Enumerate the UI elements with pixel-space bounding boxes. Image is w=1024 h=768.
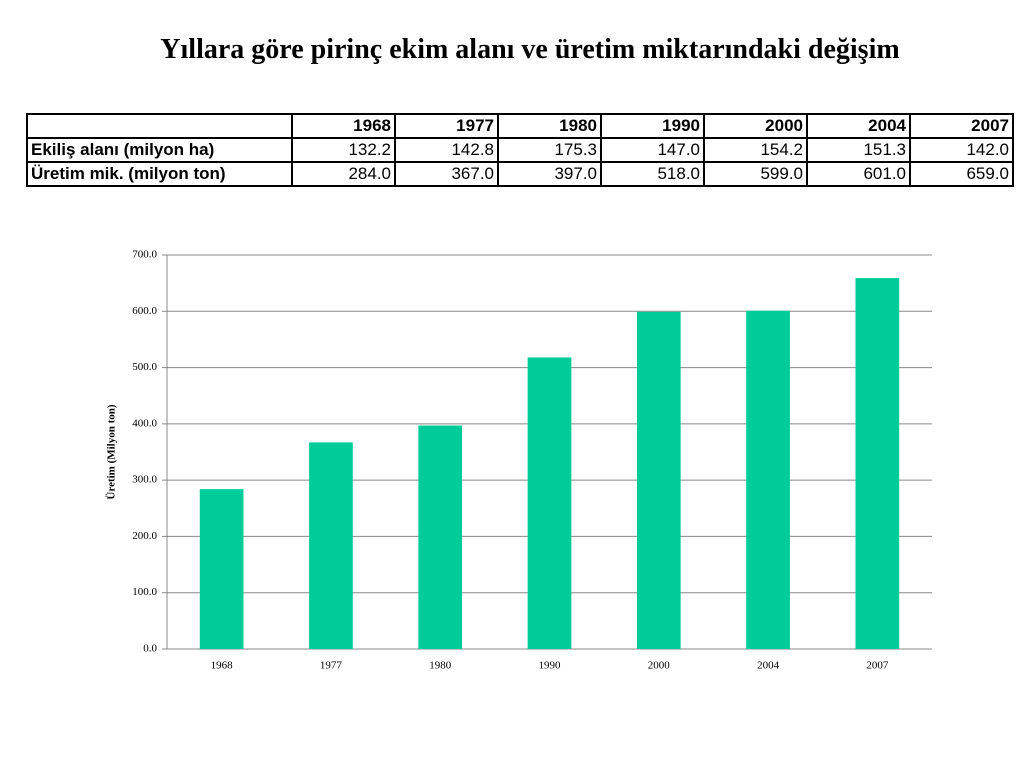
table-cell: 1980 <box>497 113 602 139</box>
table-cell: 2007 <box>909 113 1014 139</box>
bar <box>746 310 790 649</box>
table-row: Üretim mik. (milyon ton) 284.0 367.0 397.0 5… <box>26 161 1014 187</box>
table-cell: 601.0 <box>806 161 911 187</box>
x-tick-label: 2004 <box>757 660 780 672</box>
y-tick-label: 400.0 <box>132 417 157 429</box>
y-tick-label: 700.0 <box>132 249 157 261</box>
bar <box>855 278 900 649</box>
bar <box>199 489 244 649</box>
table-cell: 132.2 <box>291 137 396 163</box>
y-tick-label: 300.0 <box>132 474 157 486</box>
table-cell: 659.0 <box>909 161 1014 187</box>
table-cell: 1990 <box>600 113 705 139</box>
table-row: Ekiliş alanı (milyon ha) 132.2 142.8 175.3 1… <box>26 137 1014 163</box>
y-tick-label: 100.0 <box>132 586 157 598</box>
table-cell: 397.0 <box>497 161 602 187</box>
bar <box>527 357 572 649</box>
x-tick-label: 1990 <box>539 660 562 672</box>
y-tick-label: 200.0 <box>132 530 157 542</box>
y-tick-label: 500.0 <box>132 361 157 373</box>
table-cell: 147.0 <box>600 137 705 163</box>
table-cell: Ekiliş alanı (milyon ha) <box>26 137 293 163</box>
table-cell: 1977 <box>394 113 499 139</box>
table-row: 1968 1977 1980 1990 2000 2004 2007 <box>26 113 1014 139</box>
x-tick-label: 2000 <box>648 660 671 672</box>
table-cell: 142.8 <box>394 137 499 163</box>
table-cell: 142.0 <box>909 137 1014 163</box>
table-cell: 1968 <box>291 113 396 139</box>
slide-title: Yıllara göre pirinç ekim alanı ve üretim… <box>160 34 900 65</box>
bar <box>309 442 353 649</box>
table-cell: 2004 <box>806 113 911 139</box>
y-axis-label: Üretim (Milyon ton) <box>105 404 118 499</box>
table-cell: 2000 <box>703 113 808 139</box>
table-cell: 599.0 <box>703 161 808 187</box>
x-tick-label: 2007 <box>866 660 889 672</box>
x-tick-label: 1977 <box>320 660 343 672</box>
table-cell: 284.0 <box>291 161 396 187</box>
bar <box>418 425 463 649</box>
bar <box>636 311 681 649</box>
table-cell: 367.0 <box>394 161 499 187</box>
y-tick-label: 600.0 <box>132 305 157 317</box>
table-cell: 175.3 <box>497 137 602 163</box>
table-cell: 151.3 <box>806 137 911 163</box>
empty-cell <box>26 113 293 139</box>
table-cell: Üretim mik. (milyon ton) <box>26 161 293 187</box>
data-table: 1968 1977 1980 1990 2000 2004 2007 Ekiliş alanı… <box>26 113 1014 187</box>
x-tick-label: 1968 <box>211 660 234 672</box>
table-cell: 518.0 <box>600 161 705 187</box>
x-tick-label: 1980 <box>429 660 452 672</box>
y-tick-label: 0.0 <box>143 643 157 655</box>
table-cell: 154.2 <box>703 137 808 163</box>
